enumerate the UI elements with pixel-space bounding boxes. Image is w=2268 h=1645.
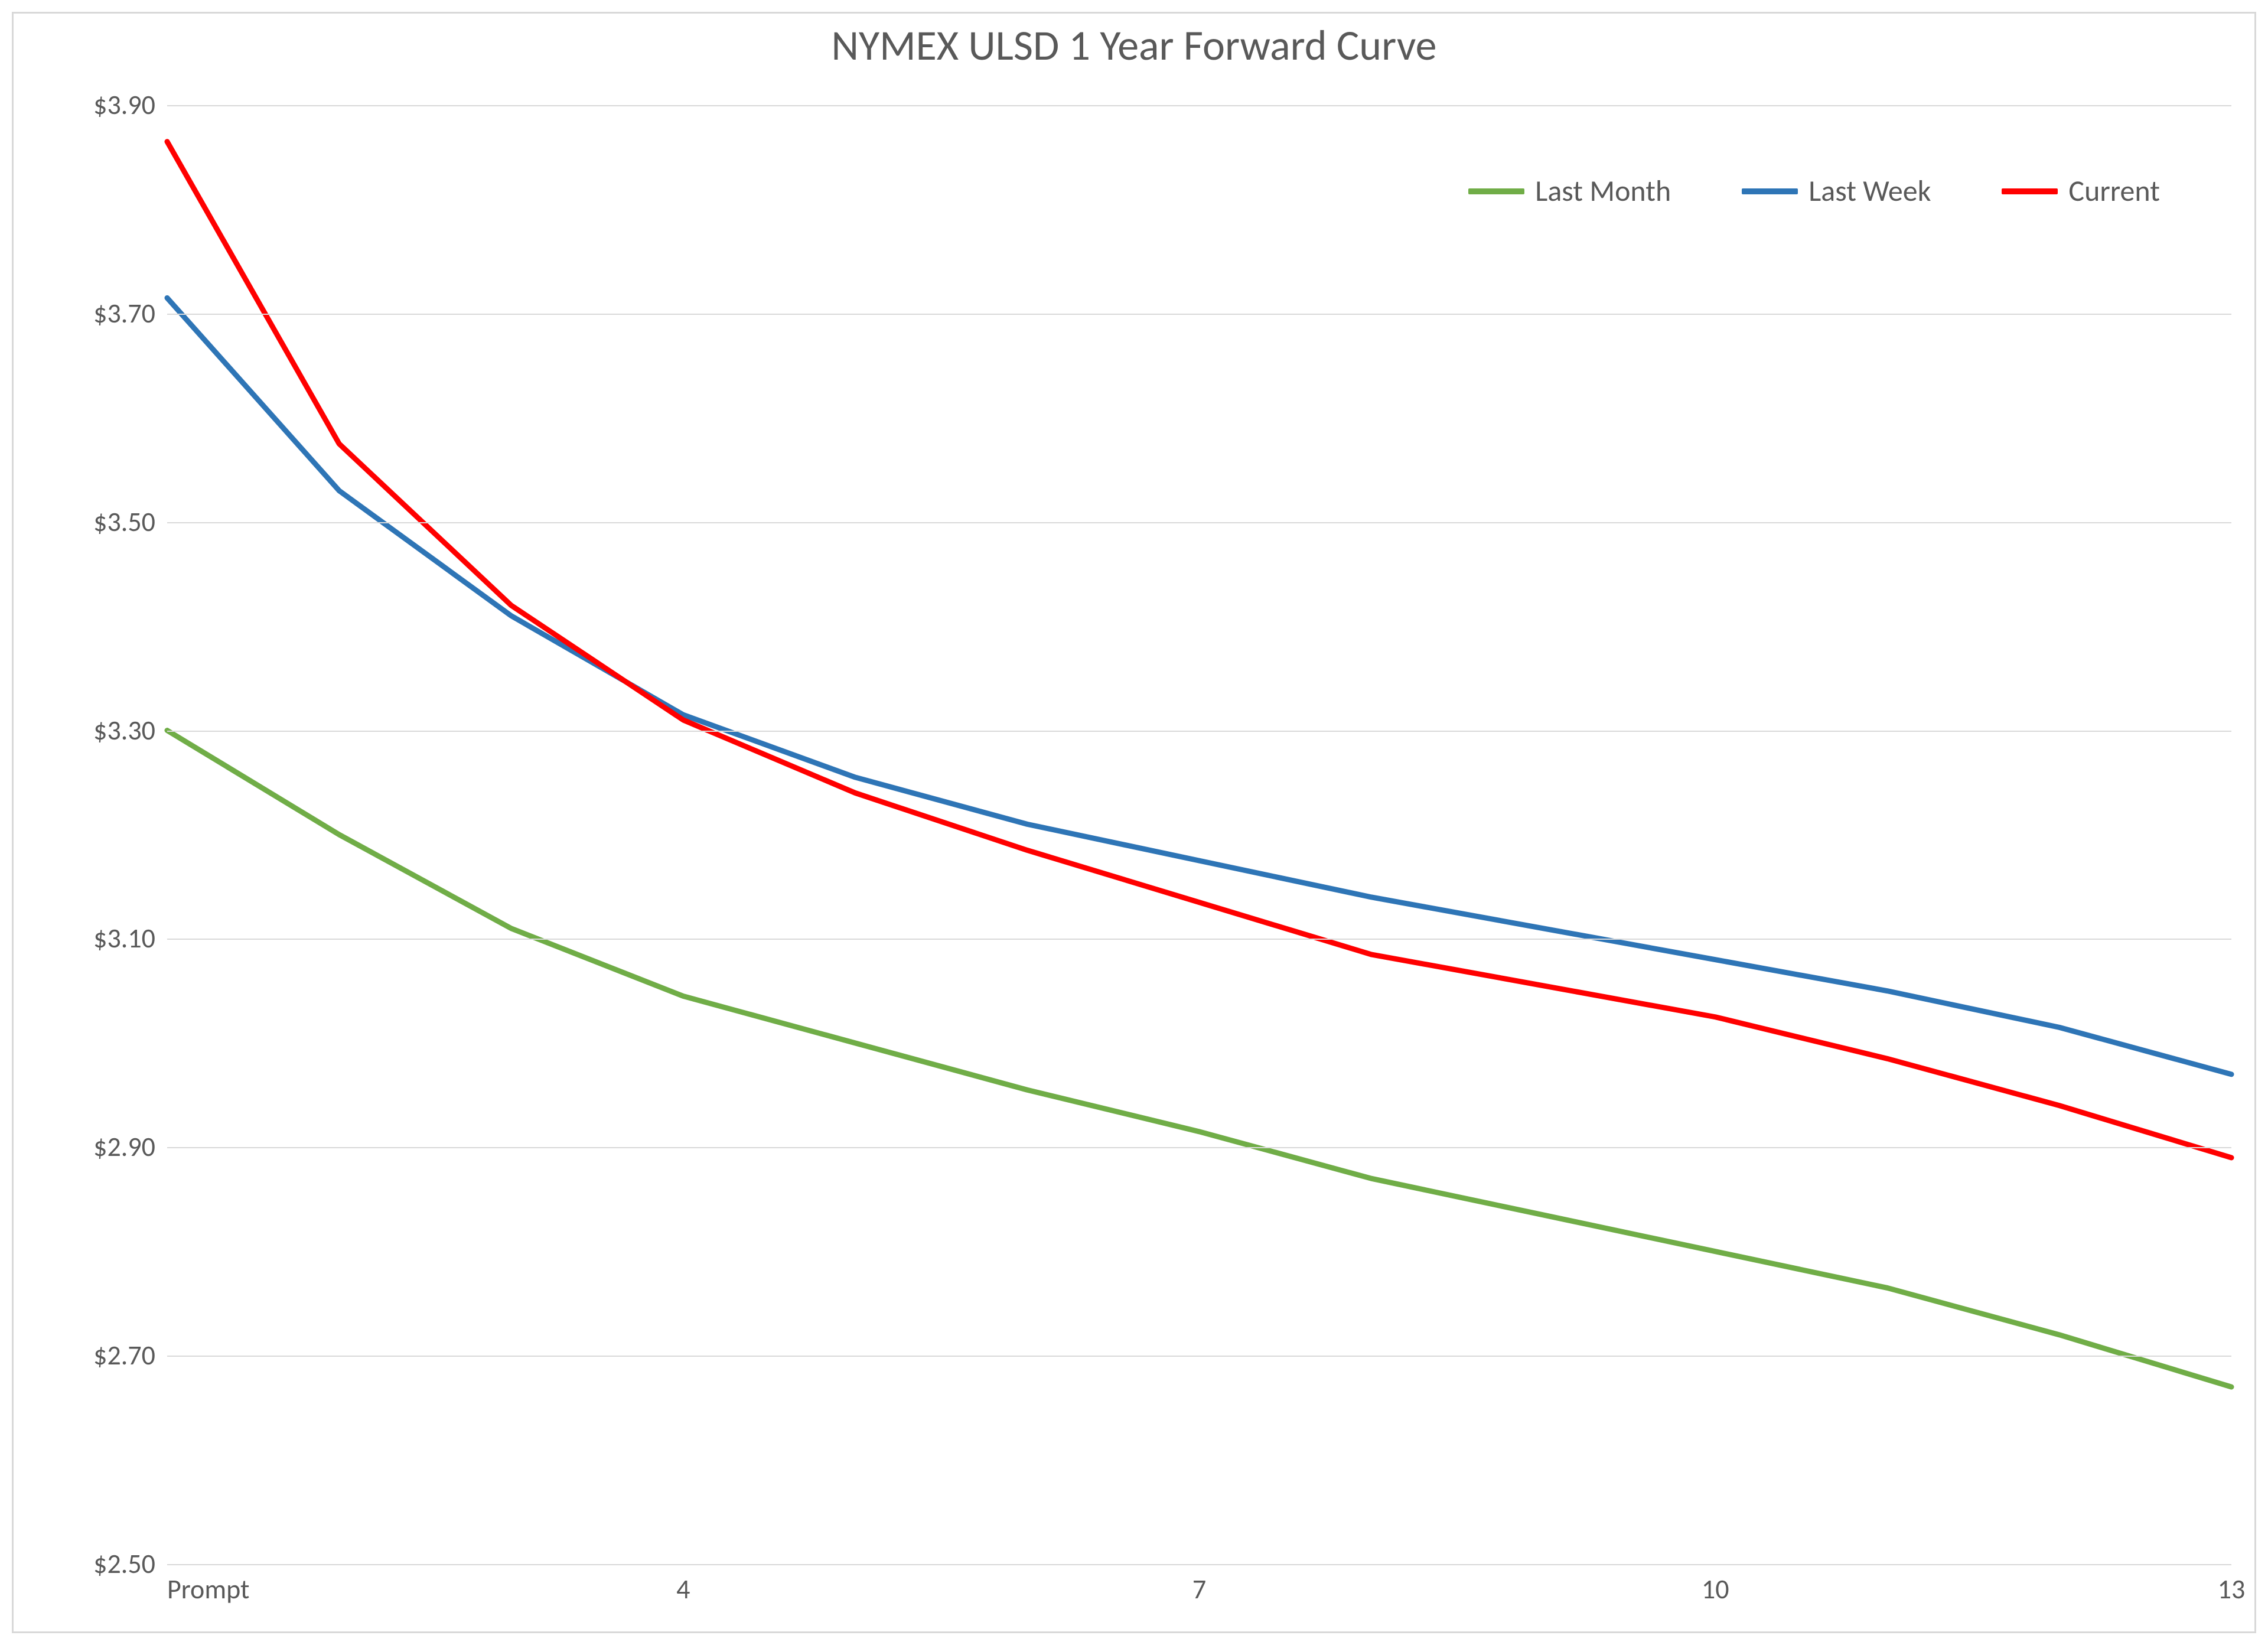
x-axis-tick-label: 7 (1192, 1573, 1206, 1606)
series-line (167, 298, 2231, 1074)
gridline (167, 1564, 2231, 1565)
y-axis-tick-label: $3.30 (37, 714, 155, 747)
y-axis-tick-label: $3.50 (37, 506, 155, 539)
y-axis-tick-label: $2.70 (37, 1339, 155, 1372)
y-axis-tick-label: $3.90 (37, 89, 155, 122)
x-axis-tick-label: 13 (2218, 1573, 2246, 1606)
x-axis-tick-label: Prompt (167, 1573, 249, 1606)
gridline (167, 314, 2231, 315)
plot-area: $3.90$3.70$3.50$3.30$3.10$2.90$2.70$2.50… (167, 105, 2231, 1564)
chart-title: NYMEX ULSD 1 Year Forward Curve (14, 19, 2254, 71)
gridline (167, 731, 2231, 732)
gridline (167, 522, 2231, 523)
x-axis-tick-label: 4 (676, 1573, 690, 1606)
gridline (167, 105, 2231, 106)
y-axis-tick-label: $3.10 (37, 922, 155, 955)
chart-frame: NYMEX ULSD 1 Year Forward Curve Last Mon… (12, 12, 2256, 1633)
y-axis-tick-label: $2.50 (37, 1548, 155, 1581)
series-lines (167, 105, 2231, 1564)
series-line (167, 731, 2231, 1387)
gridline (167, 939, 2231, 940)
y-axis-tick-label: $3.70 (37, 297, 155, 330)
gridline (167, 1147, 2231, 1148)
y-axis-tick-label: $2.90 (37, 1131, 155, 1164)
chart-container: NYMEX ULSD 1 Year Forward Curve Last Mon… (0, 0, 2268, 1645)
x-axis-tick-label: 10 (1702, 1573, 1729, 1606)
series-line (167, 142, 2231, 1158)
gridline (167, 1356, 2231, 1357)
